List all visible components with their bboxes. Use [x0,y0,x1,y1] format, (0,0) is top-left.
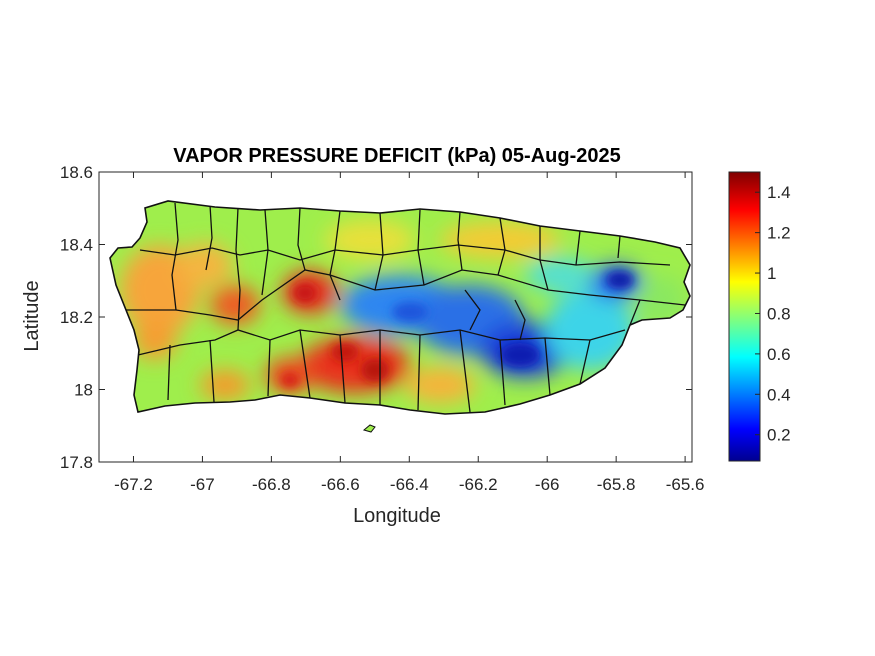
y-tick-label: 18.4 [60,236,93,255]
y-axis-ticks: 17.8 18 18.2 18.4 18.6 [60,163,692,472]
colorbar-tick-label: 1 [767,264,776,283]
y-tick-label: 18.6 [60,163,93,182]
peak-south-red-3 [280,372,300,388]
field-far-east-green [635,275,685,325]
coastline [109,200,691,415]
municipality-boundaries [126,202,686,413]
colorbar-tick-label: 0.4 [767,385,791,404]
field-nw-orange [177,243,233,287]
peak-north-red [293,283,317,303]
y-axis-label: Latitude [21,280,43,351]
peak-east-darkblue [500,343,540,367]
field-north-yellow [325,220,415,260]
x-tick-label: -66.4 [390,475,429,494]
x-axis-label: Longitude [353,505,441,527]
field-ne-yellow [440,222,560,258]
colorbar-tick-label: 1.4 [767,183,791,202]
colorbar-tick-label: 1.2 [767,224,791,243]
peak-ne-darkblue [606,271,634,289]
x-tick-label: -66 [535,475,560,494]
x-tick-label: -67.2 [114,475,153,494]
x-tick-label: -65.6 [666,475,705,494]
x-tick-label: -66.8 [252,475,291,494]
field-south-orange [405,367,475,403]
y-tick-label: 18 [74,381,93,400]
peak-south-red-1 [331,342,359,362]
field-west-red [210,285,260,325]
x-tick-label: -67 [190,475,215,494]
field-peaks [280,271,634,388]
peak-south-red-2 [361,358,389,382]
y-tick-label: 17.8 [60,453,93,472]
peak-center-blue [392,302,428,322]
x-axis-ticks: -67.2 -67 -66.8 -66.6 -66.4 -66.2 -66 -65.8 -65.… [114,172,704,494]
map-title: VAPOR PRESSURE DEFICIT (kPa) 05-Aug-2025 [173,145,621,167]
field-west-coast-orange [133,320,177,360]
field-ne-cyan [525,257,595,293]
y-tick-label: 18.2 [60,308,93,327]
x-tick-label: -65.8 [597,475,636,494]
field-sw-orange [200,370,250,400]
colorbar-ticks: 0.2 0.4 0.6 0.8 1 1.2 1.4 [755,183,791,445]
field-east-cyan [545,290,635,370]
offshore-islet [362,424,376,433]
colorbar-tick-label: 0.8 [767,304,791,323]
colorbar-tick-label: 0.6 [767,345,791,364]
x-tick-label: -66.2 [459,475,498,494]
colorbar-tick-label: 0.2 [767,426,791,445]
colorbar [728,171,761,462]
x-tick-label: -66.6 [321,475,360,494]
